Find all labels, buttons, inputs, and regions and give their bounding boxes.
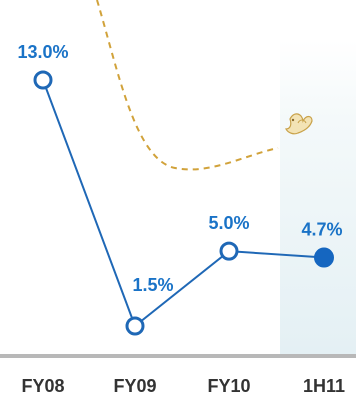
- x-tick-label-fy08: FY08: [21, 376, 64, 396]
- data-label-fy10: 5.0%: [208, 213, 249, 233]
- series-layer: [33, 70, 334, 336]
- data-point-fy10: [219, 241, 239, 261]
- data-label-1h11: 4.7%: [301, 220, 342, 240]
- label-layer: 13.0% 1.5% 5.0% 4.7%: [17, 42, 342, 295]
- x-tick-label-fy09: FY09: [113, 376, 156, 396]
- highlight-band: [280, 40, 356, 356]
- data-label-fy08: 13.0%: [17, 42, 68, 62]
- data-label-fy09: 1.5%: [132, 275, 173, 295]
- series-line: [42, 79, 325, 328]
- data-point-1h11: [314, 247, 334, 268]
- x-tick-label-1h11: 1H11: [303, 376, 345, 396]
- data-point-fy08: [33, 70, 53, 90]
- bird-icon: [285, 113, 313, 135]
- x-tick-label-fy10: FY10: [207, 376, 250, 396]
- data-point-fy09: [125, 316, 145, 336]
- dashed-trend-curve: [96, 0, 279, 171]
- tick-layer: FY08 FY09 FY10 1H11: [21, 376, 345, 396]
